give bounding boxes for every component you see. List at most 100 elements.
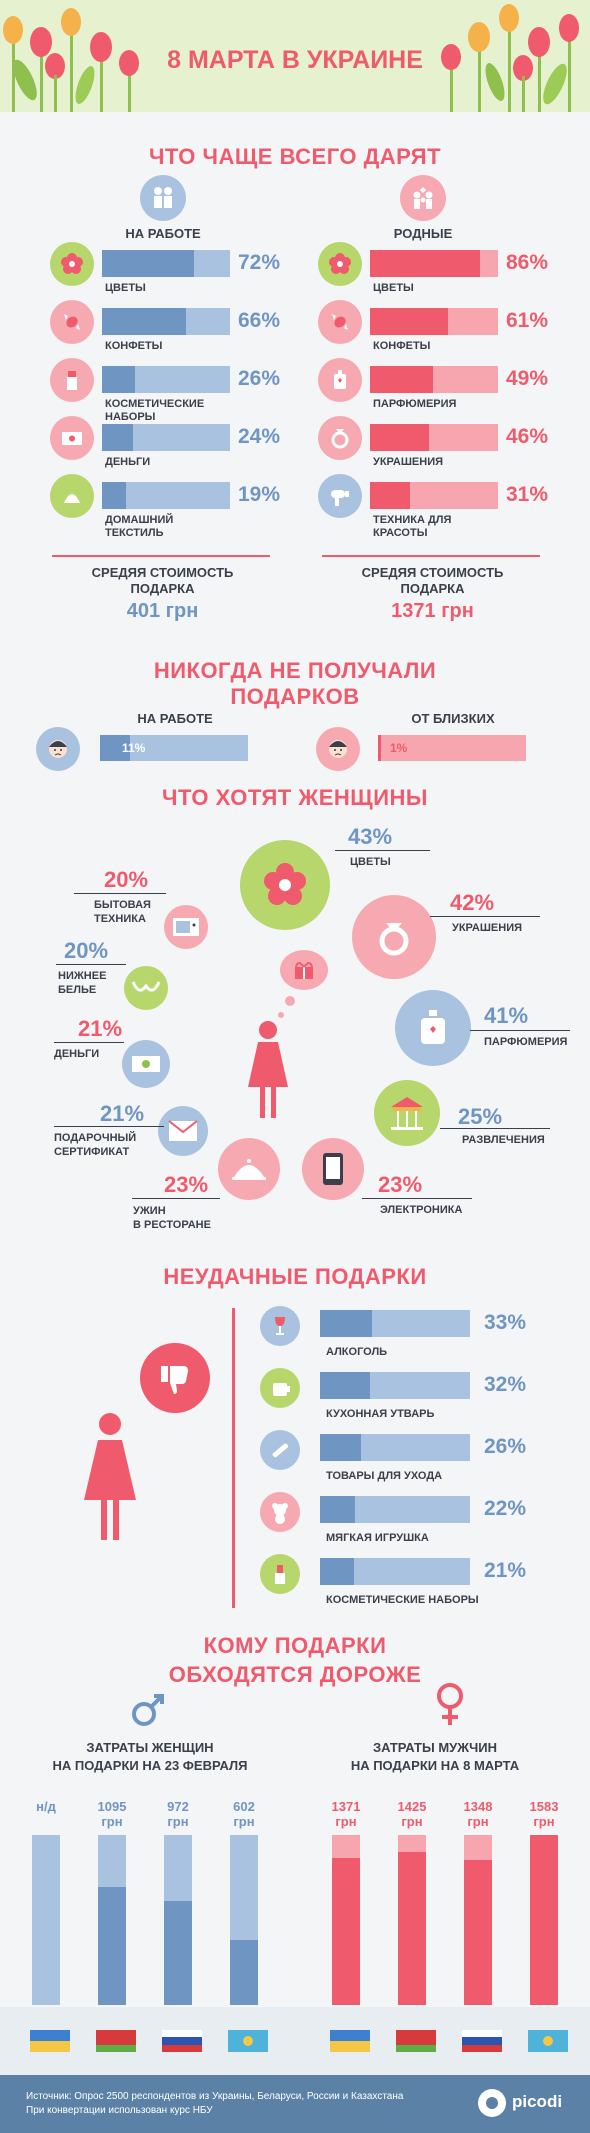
gift-bar [370,250,498,277]
cost-label: 1583 [529,1799,559,1814]
section-title-never-line1: НИКОГДА НЕ ПОЛУЧАЛИ [153,658,437,683]
vertical-divider [232,1308,235,1608]
gift-bar [102,482,230,509]
women-cost-title-1: ЗАТРАТЫ ЖЕНЩИН [86,1740,214,1755]
textile-icon [50,474,94,518]
want-label-certificate-2: СЕРТИФИКАТ [54,1146,130,1158]
men-cost-title-1: ЗАТРАТЫ МУЖЧИН [372,1740,498,1755]
never-family-pct: 1% [390,741,408,755]
never-work-pct: 11% [122,741,146,755]
flower-icon [240,840,330,930]
header-banner: 8 МАРТА В УКРАИНЕ [0,0,590,112]
gift-pct: 31% [506,483,549,506]
russia-flag-icon [462,2030,502,2052]
bad-pct: 22% [484,1497,527,1520]
gift-pct: 61% [506,309,549,332]
colleagues-icon [140,175,186,221]
belarus-flag-icon [96,2030,136,2052]
gift-certificate-icon [158,1106,208,1156]
kazakhstan-flag-icon [528,2030,568,2052]
want-label-flowers: ЦВЕТЫ [350,856,391,868]
cost-label: н/д [36,1799,56,1814]
brand-name: picodi [512,2092,563,2111]
gift-pct: 72% [238,251,281,274]
care-icon [260,1430,300,1470]
gift-label: ДОМАШНИЙ ТЕКСТИЛЬ [105,514,174,539]
bad-bar-fill [320,1496,355,1523]
gift-label: КОНФЕТЫ [373,340,431,352]
want-pct-money: 21% [78,1016,123,1041]
section-title-bad: НЕУДАЧНЫЕ ПОДАРКИ [163,1264,427,1289]
family-icon [400,175,446,221]
leader-line [54,1126,164,1127]
want-label-lingerie-1: НИЖНЕЕ [58,970,107,982]
men-cost-title-2: НА ПОДАРКИ НА 8 МАРТА [350,1758,520,1773]
thought-bubble-gift-icon [280,950,328,990]
section-title-wants: ЧТО ХОТЯТ ЖЕНЩИНЫ [162,785,428,810]
ukraine-flag-icon [30,2030,70,2052]
thought-dot [285,996,295,1006]
source-line-2: При конвертации использован курс НБУ [26,2105,213,2116]
bad-label: ТОВАРЫ ДЛЯ УХОДА [326,1470,443,1482]
cost-column-fill [398,1852,426,2005]
money-icon [122,1040,170,1088]
want-pct-appliances: 20% [104,867,149,892]
cost-label: 1348 [463,1799,493,1814]
gift-bar-fill [370,424,429,451]
leader-line [362,1198,472,1199]
want-pct-flowers: 43% [348,824,393,849]
cost-column-fill [230,1940,258,2005]
gift-pct: 66% [238,309,281,332]
thumbs-down-icon [140,1343,210,1413]
divider-work [52,555,270,557]
ukraine-flag-icon [330,2030,370,2052]
cost-label-unit: грн [335,1814,357,1829]
gift-bar-fill [102,250,194,277]
want-label-restaurant-2: В РЕСТОРАНЕ [133,1219,211,1231]
russia-flag-icon [162,2030,202,2052]
lingerie-icon [124,966,168,1010]
cost-label-unit: грн [167,1814,189,1829]
family-avg-label: СРЕДЯЯ СТОИМОСТЬ ПОДАРКА [361,565,504,596]
ring-icon [352,895,436,979]
bad-bar [320,1372,470,1399]
cost-column-fill [164,1901,192,2005]
bad-label: КОСМЕТИЧЕСКИЕ НАБОРЫ [326,1594,479,1606]
microwave-icon [164,905,208,949]
want-pct-electronics: 23% [378,1172,423,1197]
gift-bar [102,424,230,451]
bad-pct: 32% [484,1373,527,1396]
gift-bar-fill [102,482,126,509]
never-family-bar-fill [378,735,381,761]
gift-bar [370,482,498,509]
kitchen-icon [260,1368,300,1408]
never-work-bar: 11% [100,735,248,761]
cost-column-fill [530,1835,558,2005]
carousel-icon [374,1080,440,1146]
never-work-bar-fill [100,735,130,761]
want-pct-certificate: 21% [100,1101,145,1126]
flower-icon [318,242,362,286]
cost-label: 602 [233,1799,255,1814]
bad-bar-fill [320,1310,372,1337]
gift-label: ТЕХНИКА ДЛЯ КРАСОТЫ [373,514,452,539]
bad-bar [320,1310,470,1337]
want-label-certificate-1: ПОДАРОЧНЫЙ [54,1132,137,1144]
cost-label: 1095 [97,1799,127,1814]
bad-bar [320,1558,470,1585]
gift-bar [102,366,230,393]
leader-line [56,964,126,965]
perfume-icon [395,990,471,1066]
want-label-entertainment: РАЗВЛЕЧЕНИЯ [462,1134,545,1146]
never-family-bar: 1% [378,735,526,761]
gift-label: ЦВЕТЫ [373,282,414,294]
cost-label: 972 [167,1799,189,1814]
cost-column-track [32,1835,60,2005]
bad-pct: 33% [484,1311,527,1334]
page-title: 8 МАРТА В УКРАИНЕ [167,46,423,74]
money-icon [50,416,94,460]
cost-label-unit: грн [401,1814,423,1829]
want-pct-restaurant: 23% [164,1172,209,1197]
gift-bar-fill [102,366,135,393]
section-title-cost-line2: ОБХОДЯТСЯ ДОРОЖЕ [168,1662,422,1687]
